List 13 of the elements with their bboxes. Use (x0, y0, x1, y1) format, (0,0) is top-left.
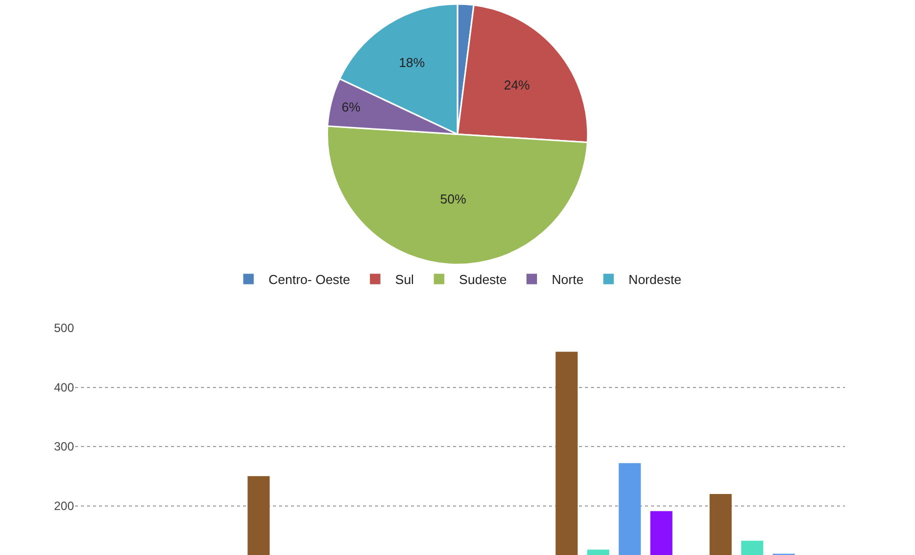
data-label: 6% (342, 99, 361, 114)
data-label: 18% (398, 55, 426, 70)
y-tick-label: 400 (54, 380, 74, 394)
data-label: 24% (504, 77, 530, 92)
legend-label: Nordeste (628, 272, 682, 288)
y-tick-label: 300 (54, 440, 74, 454)
y-tick-label: 500 (54, 321, 74, 336)
legend-label: Sul (395, 272, 414, 288)
y-tick-label: 200 (54, 499, 74, 514)
legend-label: Sudeste (459, 272, 507, 288)
data-label: 50% (440, 192, 467, 207)
legend-label: Norte (552, 272, 584, 288)
legend-label: Centro- Oeste (268, 272, 350, 288)
